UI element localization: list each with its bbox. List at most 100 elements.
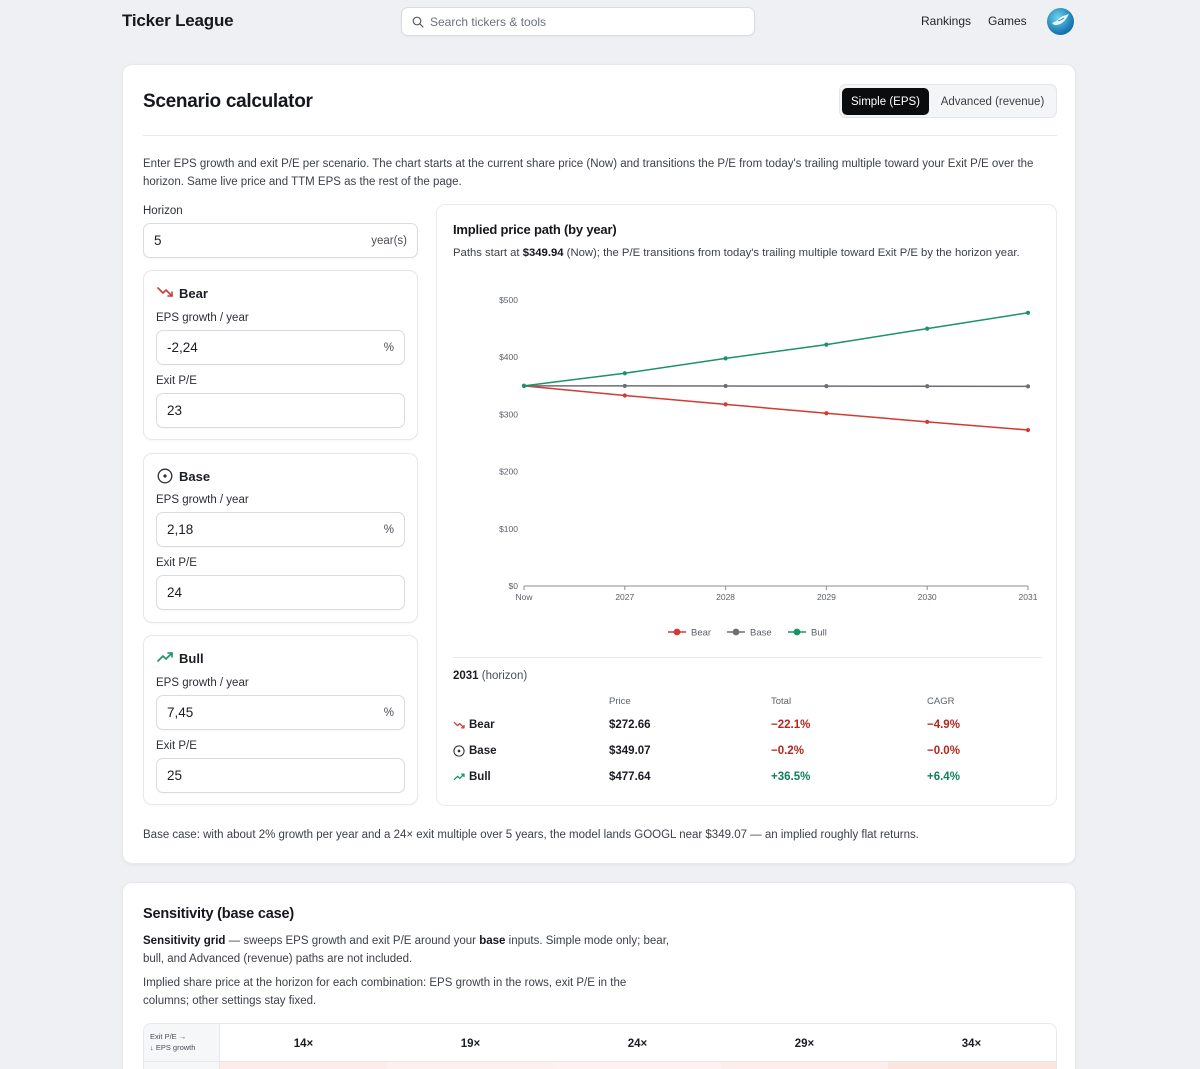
- col-header-cagr: CAGR: [927, 696, 955, 707]
- mode-simple-button[interactable]: Simple (EPS): [842, 88, 929, 115]
- search-box[interactable]: [401, 7, 755, 36]
- x-tick-label: 2030: [918, 592, 937, 602]
- divider: [143, 135, 1057, 136]
- bear-exit-pe-field[interactable]: [156, 393, 405, 428]
- base-exit-pe-input[interactable]: [167, 576, 347, 609]
- top-nav: Ticker League Rankings Games: [0, 0, 1200, 44]
- bear-eps-growth-field[interactable]: %: [156, 330, 405, 365]
- eps-growth-label: EPS growth / year: [156, 312, 249, 324]
- scenario-card-bear: Bear EPS growth / year % Exit P/E: [143, 270, 418, 440]
- data-point-bull: [521, 383, 527, 388]
- data-point-bull: [1025, 310, 1031, 315]
- sensitivity-card: Sensitivity (base case) Sensitivity grid…: [122, 882, 1076, 1069]
- row-name: Bear: [469, 719, 495, 731]
- nav-games-link[interactable]: Games: [988, 14, 1027, 28]
- trending-down-icon: [453, 721, 465, 729]
- data-point-base: [824, 384, 829, 389]
- bear-exit-pe-input[interactable]: [167, 394, 347, 427]
- corner-eps-growth-label: ↓ EPS growth: [150, 1043, 196, 1052]
- bull-exit-pe-field[interactable]: [156, 758, 405, 793]
- user-avatar[interactable]: [1047, 8, 1074, 35]
- price-path-chart: $0 $100 $200 $300 $400 $500 Now 2027 2028 2029 203…: [499, 295, 1038, 639]
- chart-subtitle-suffix: (Now); the P/E transitions from today's …: [563, 247, 1020, 259]
- row-name: Bull: [469, 771, 491, 783]
- legend-marker-base: [732, 628, 740, 636]
- search-input[interactable]: [430, 8, 740, 35]
- row-price: $349.07: [609, 745, 651, 757]
- y-tick-label: $400: [499, 352, 518, 362]
- row-price: $272.66: [609, 719, 651, 731]
- data-point-bull: [723, 356, 728, 361]
- trending-up-icon: [157, 652, 173, 662]
- row-cagr: −0.0%: [927, 745, 960, 757]
- bull-eps-growth-input[interactable]: [167, 696, 347, 729]
- exit-pe-label: Exit P/E: [156, 375, 197, 387]
- base-exit-pe-field[interactable]: [156, 575, 405, 610]
- horizon-label: Horizon: [143, 205, 183, 217]
- grid-corner: Exit P/E → ↓ EPS growth: [144, 1024, 220, 1061]
- series-line-bear: [523, 385, 1029, 431]
- row-name: Base: [469, 745, 497, 757]
- legend-marker-bear: [673, 628, 681, 636]
- data-point-base: [1025, 384, 1031, 389]
- chart-subtitle-prefix: Paths start at: [453, 247, 523, 259]
- x-tick-label: 2029: [817, 592, 836, 602]
- horizon-field[interactable]: year(s): [143, 223, 418, 258]
- grid-col-header: 24×: [627, 1038, 648, 1050]
- data-point-base: [723, 383, 728, 389]
- data-point-base: [925, 384, 930, 389]
- base-eps-growth-field[interactable]: %: [156, 512, 405, 547]
- grid-cell: [888, 1062, 1056, 1069]
- bull-eps-growth-field[interactable]: %: [156, 695, 405, 730]
- trending-up-icon: [453, 773, 465, 781]
- legend-label: Base: [750, 628, 772, 639]
- y-tick-label: $300: [499, 409, 518, 419]
- y-tick-label: $500: [499, 295, 518, 305]
- grid-col-header: 14×: [293, 1038, 314, 1050]
- table-row: Bull $477.64 +36.5% +6.4%: [453, 768, 1042, 788]
- col-header-total: Total: [771, 696, 792, 707]
- data-point-bull: [622, 371, 627, 376]
- row-total: −0.2%: [771, 745, 804, 757]
- scenario-card-base: Base EPS growth / year % Exit P/E: [143, 453, 418, 623]
- corner-exit-pe-label: Exit P/E →: [150, 1032, 187, 1041]
- mode-toggle: Simple (EPS) Advanced (revenue): [839, 84, 1057, 118]
- nav-rankings-link[interactable]: Rankings: [921, 14, 972, 28]
- legend-label: Bear: [691, 628, 711, 639]
- trending-down-icon: [157, 287, 173, 297]
- bear-eps-growth-input[interactable]: [167, 331, 347, 364]
- row-cagr: −4.9%: [927, 719, 960, 731]
- scenario-name: Bear: [179, 286, 208, 301]
- percent-suffix: %: [383, 706, 394, 719]
- table-row: Bear $272.66 −22.1% −4.9%: [453, 716, 1042, 736]
- chart-start-price: $349.94: [522, 247, 564, 259]
- x-tick-label: Now: [515, 592, 533, 602]
- bull-exit-pe-input[interactable]: [167, 759, 347, 792]
- grid-col-header: 19×: [460, 1038, 481, 1050]
- scenario-card-bull: Bull EPS growth / year % Exit P/E: [143, 635, 418, 805]
- bird-logo-icon: [1052, 14, 1069, 25]
- horizon-suffix: year(s): [371, 234, 407, 247]
- data-point-base: [622, 383, 627, 389]
- row-cagr: +6.4%: [927, 771, 960, 783]
- chart-title: Implied price path (by year): [453, 222, 617, 237]
- search-icon: [412, 16, 424, 28]
- brand-logo[interactable]: Ticker League: [122, 11, 234, 30]
- grid-col-header: 34×: [961, 1038, 982, 1050]
- y-tick-label: $200: [499, 467, 518, 477]
- horizon-year: 2031: [453, 670, 479, 682]
- row-total: −22.1%: [771, 719, 811, 731]
- page-title: Scenario calculator: [143, 91, 313, 112]
- grid-cell: [387, 1062, 554, 1069]
- eps-growth-label: EPS growth / year: [156, 677, 249, 689]
- grid-cell: [721, 1062, 888, 1069]
- y-tick-label: $0: [509, 581, 519, 591]
- eps-growth-label: EPS growth / year: [156, 494, 249, 506]
- data-point-bear: [824, 411, 829, 416]
- y-tick-label: $100: [499, 524, 518, 534]
- legend-marker-bull: [793, 628, 801, 636]
- base-eps-growth-input[interactable]: [167, 513, 347, 546]
- horizon-input[interactable]: [154, 224, 334, 257]
- row-total: +36.5%: [771, 771, 811, 783]
- mode-advanced-button[interactable]: Advanced (revenue): [931, 88, 1054, 115]
